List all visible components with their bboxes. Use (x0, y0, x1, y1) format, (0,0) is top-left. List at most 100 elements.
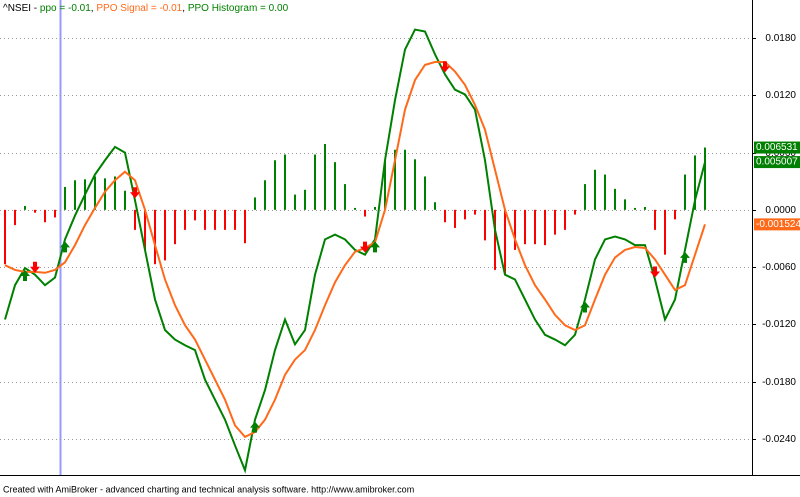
y-tick-label: 0.0060 (765, 148, 796, 159)
histogram-bar (534, 209, 536, 245)
histogram-bar (654, 209, 656, 230)
histogram-bar (194, 209, 196, 221)
histogram-bar (234, 209, 236, 230)
histogram-bar (644, 206, 646, 210)
histogram-bar (574, 209, 576, 215)
line-series (4, 28, 706, 474)
buy-arrow (60, 241, 70, 253)
histogram-bar (424, 176, 426, 210)
symbol: ^NSEI - (3, 3, 37, 14)
histogram-bar (484, 209, 486, 241)
separator: , (91, 3, 94, 14)
sell-arrow (650, 266, 660, 278)
marks (4, 28, 706, 474)
histogram-bar (384, 160, 386, 210)
histogram-bar (24, 206, 26, 210)
last-value-box (754, 156, 800, 169)
histogram-bar (274, 160, 276, 210)
histogram-bar (404, 149, 406, 210)
histogram-bar (594, 169, 596, 210)
histogram-bar (64, 186, 66, 210)
buy-arrow (680, 251, 690, 263)
histogram-bar (544, 209, 546, 246)
y-tick-label: -0.0180 (762, 377, 796, 388)
histogram-bar (554, 209, 556, 235)
histogram-bar (304, 189, 306, 210)
last-value-box (754, 218, 800, 231)
y-tick-label: 0.0000 (765, 205, 796, 216)
histogram-bar (34, 209, 36, 213)
histogram-bar (344, 184, 346, 210)
histogram-bar (184, 209, 186, 230)
sell-arrow (130, 187, 140, 199)
histogram-bar (624, 199, 626, 210)
histogram-bar (584, 184, 586, 210)
grid (0, 38, 756, 440)
separator: , (182, 3, 185, 14)
y-tick-label: 0.0120 (765, 90, 796, 101)
histogram-bar (524, 209, 526, 245)
histogram-bar (564, 209, 566, 230)
histogram-bar (314, 154, 316, 210)
histogram-bar (164, 209, 166, 261)
histogram-bar (294, 194, 296, 210)
sell-arrow (360, 241, 370, 253)
buy-arrow (20, 270, 30, 282)
histogram-bar (354, 207, 356, 210)
histogram-bar (514, 209, 516, 250)
histogram-bar (474, 209, 476, 215)
histogram-bar (324, 144, 326, 210)
buy-arrow (370, 241, 380, 253)
histogram-bar (44, 209, 46, 223)
sell-arrow (440, 61, 450, 73)
y-tick-label: -0.0060 (762, 262, 796, 273)
histogram-bar (434, 202, 436, 210)
histogram-bar (684, 174, 686, 210)
histogram-bar (704, 147, 706, 210)
histogram-bar (244, 209, 246, 244)
histogram-bar (114, 176, 116, 210)
last-value-label: 0.006531 (756, 142, 798, 153)
sell-arrow (30, 261, 40, 273)
histogram-bar (154, 209, 156, 265)
last-value-box (754, 141, 800, 154)
histogram-bar (634, 207, 636, 210)
buy-arrow (250, 421, 260, 433)
histogram-bar (674, 209, 676, 220)
histogram-bar (144, 209, 146, 250)
y-tick-label: 0.0180 (765, 33, 796, 44)
histogram-bar (74, 180, 76, 210)
legend-entry: PPO Signal = -0.01 (96, 3, 182, 14)
last-value-label: -0.001524 (756, 219, 800, 230)
histogram-bar (694, 155, 696, 210)
histogram-bar (94, 176, 96, 210)
histogram-bar (364, 209, 366, 217)
histogram-bar (504, 209, 506, 275)
histogram-bar (454, 209, 456, 228)
histogram-bar (204, 209, 206, 230)
histogram-bar (284, 154, 286, 210)
histogram-bar (494, 209, 496, 270)
last-value-label: 0.005007 (756, 157, 798, 168)
histogram-bar (104, 178, 106, 210)
histogram-bar (254, 197, 256, 210)
footer: Created with AmiBroker - advanced charti… (3, 484, 414, 494)
histogram-bar (334, 162, 336, 210)
histogram-bar (664, 209, 666, 255)
histogram-bar (604, 174, 606, 210)
histogram-bar (264, 180, 266, 210)
buy-arrow (580, 301, 590, 313)
histogram-bar (374, 206, 376, 210)
chart-header: ^NSEI - ppo = -0.01, PPO Signal = -0.01,… (3, 3, 289, 14)
histogram-bar (134, 209, 136, 230)
histogram-bar (394, 149, 396, 210)
histogram-bar (14, 209, 16, 226)
histogram-bar (464, 209, 466, 220)
histogram-bar (4, 209, 6, 265)
histogram-bar (444, 209, 446, 223)
histogram-bar (214, 209, 216, 230)
histogram-bar (174, 209, 176, 245)
line-series (4, 60, 706, 439)
y-tick-label: -0.0240 (762, 434, 796, 445)
